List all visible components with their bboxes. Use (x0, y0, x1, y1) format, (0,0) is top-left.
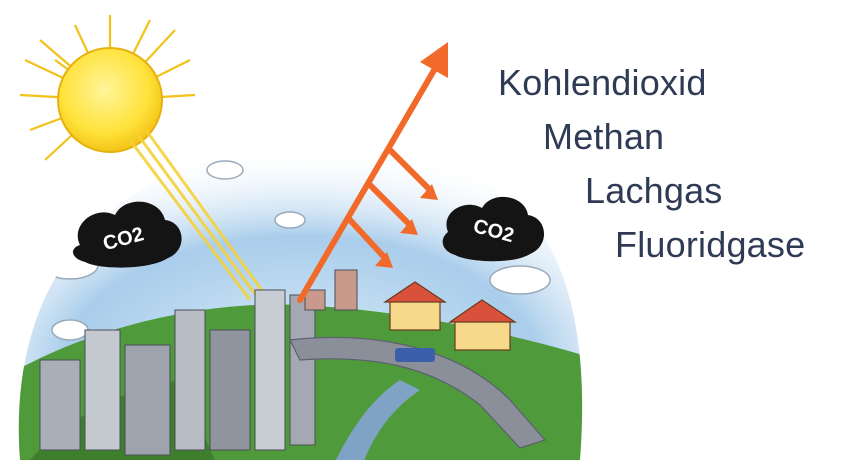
greenhouse-effect-illustration: CO2 CO2 (18, 15, 583, 460)
city-buildings (39, 269, 358, 456)
sun (57, 47, 163, 153)
co2-cloud-right: CO2 (442, 196, 545, 262)
gas-label-kohlendioxid: Kohlendioxid (498, 62, 707, 103)
river (330, 380, 420, 460)
radiation-arrow (297, 57, 443, 303)
gas-label-lachgas: Lachgas (585, 170, 723, 211)
bus (395, 348, 435, 362)
sunlight-beams (128, 129, 268, 301)
arrow-heads (375, 42, 448, 268)
co2-cloud-left: CO2 (73, 201, 182, 268)
gas-label-fluoridgase: Fluoridgase (615, 224, 806, 265)
houses (383, 281, 517, 351)
gas-label-methan: Methan (543, 116, 665, 157)
